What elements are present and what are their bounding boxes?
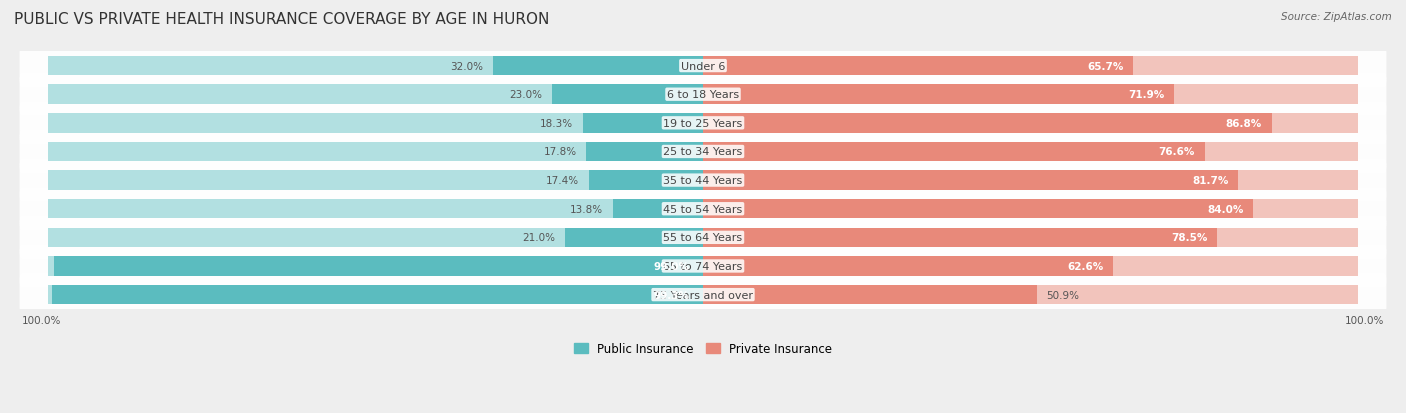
Bar xyxy=(703,171,1239,190)
Bar xyxy=(48,85,703,104)
Text: 99.3%: 99.3% xyxy=(654,290,690,300)
Text: 6 to 18 Years: 6 to 18 Years xyxy=(666,90,740,100)
Bar xyxy=(703,142,1358,162)
Bar xyxy=(48,142,703,162)
FancyBboxPatch shape xyxy=(20,45,1386,88)
Text: 86.8%: 86.8% xyxy=(1226,119,1263,128)
Text: 84.0%: 84.0% xyxy=(1208,204,1243,214)
Text: 71.9%: 71.9% xyxy=(1128,90,1164,100)
Bar xyxy=(586,142,703,162)
Bar xyxy=(48,171,703,190)
Text: 100.0%: 100.0% xyxy=(1346,315,1385,325)
Text: 17.8%: 17.8% xyxy=(543,147,576,157)
Bar xyxy=(703,114,1272,133)
Text: Source: ZipAtlas.com: Source: ZipAtlas.com xyxy=(1281,12,1392,22)
Legend: Public Insurance, Private Insurance: Public Insurance, Private Insurance xyxy=(569,337,837,360)
Bar xyxy=(703,228,1218,247)
Bar xyxy=(613,199,703,219)
Text: 17.4%: 17.4% xyxy=(546,176,579,186)
Text: 65.7%: 65.7% xyxy=(1087,62,1123,71)
Bar xyxy=(703,256,1358,276)
Bar xyxy=(703,114,1358,133)
Bar xyxy=(703,285,1358,305)
Bar xyxy=(583,114,703,133)
Text: 100.0%: 100.0% xyxy=(21,315,60,325)
Text: 19 to 25 Years: 19 to 25 Years xyxy=(664,119,742,128)
Bar xyxy=(52,285,703,305)
Text: 75 Years and over: 75 Years and over xyxy=(652,290,754,300)
Bar xyxy=(703,142,1205,162)
Text: 50.9%: 50.9% xyxy=(1046,290,1080,300)
Text: 81.7%: 81.7% xyxy=(1192,176,1229,186)
FancyBboxPatch shape xyxy=(20,131,1386,173)
Text: PUBLIC VS PRIVATE HEALTH INSURANCE COVERAGE BY AGE IN HURON: PUBLIC VS PRIVATE HEALTH INSURANCE COVER… xyxy=(14,12,550,27)
Text: 32.0%: 32.0% xyxy=(450,62,484,71)
Bar xyxy=(703,256,1114,276)
Text: 76.6%: 76.6% xyxy=(1159,147,1195,157)
Bar xyxy=(703,85,1358,104)
Bar xyxy=(703,199,1253,219)
Bar xyxy=(703,57,1358,76)
Text: 62.6%: 62.6% xyxy=(1067,261,1104,271)
Text: 78.5%: 78.5% xyxy=(1171,233,1208,243)
Text: 13.8%: 13.8% xyxy=(569,204,603,214)
Bar xyxy=(55,256,703,276)
Bar xyxy=(703,199,1358,219)
Text: 25 to 34 Years: 25 to 34 Years xyxy=(664,147,742,157)
FancyBboxPatch shape xyxy=(20,159,1386,202)
Text: 99.0%: 99.0% xyxy=(654,261,690,271)
Bar xyxy=(703,85,1174,104)
Bar xyxy=(589,171,703,190)
Bar xyxy=(703,171,1358,190)
Bar xyxy=(48,114,703,133)
FancyBboxPatch shape xyxy=(20,188,1386,230)
Text: 45 to 54 Years: 45 to 54 Years xyxy=(664,204,742,214)
Bar xyxy=(703,285,1036,305)
FancyBboxPatch shape xyxy=(20,274,1386,316)
Text: 55 to 64 Years: 55 to 64 Years xyxy=(664,233,742,243)
Bar xyxy=(703,228,1358,247)
Bar xyxy=(48,57,703,76)
FancyBboxPatch shape xyxy=(20,217,1386,259)
FancyBboxPatch shape xyxy=(20,245,1386,287)
Text: 21.0%: 21.0% xyxy=(523,233,555,243)
Bar xyxy=(48,285,703,305)
Text: 18.3%: 18.3% xyxy=(540,119,574,128)
Text: Under 6: Under 6 xyxy=(681,62,725,71)
Text: 35 to 44 Years: 35 to 44 Years xyxy=(664,176,742,186)
Bar xyxy=(494,57,703,76)
Bar xyxy=(703,57,1133,76)
Bar xyxy=(48,228,703,247)
FancyBboxPatch shape xyxy=(20,74,1386,116)
Text: 65 to 74 Years: 65 to 74 Years xyxy=(664,261,742,271)
Text: 23.0%: 23.0% xyxy=(509,90,543,100)
Bar xyxy=(553,85,703,104)
Bar xyxy=(565,228,703,247)
Bar xyxy=(48,256,703,276)
Bar xyxy=(48,199,703,219)
FancyBboxPatch shape xyxy=(20,102,1386,145)
